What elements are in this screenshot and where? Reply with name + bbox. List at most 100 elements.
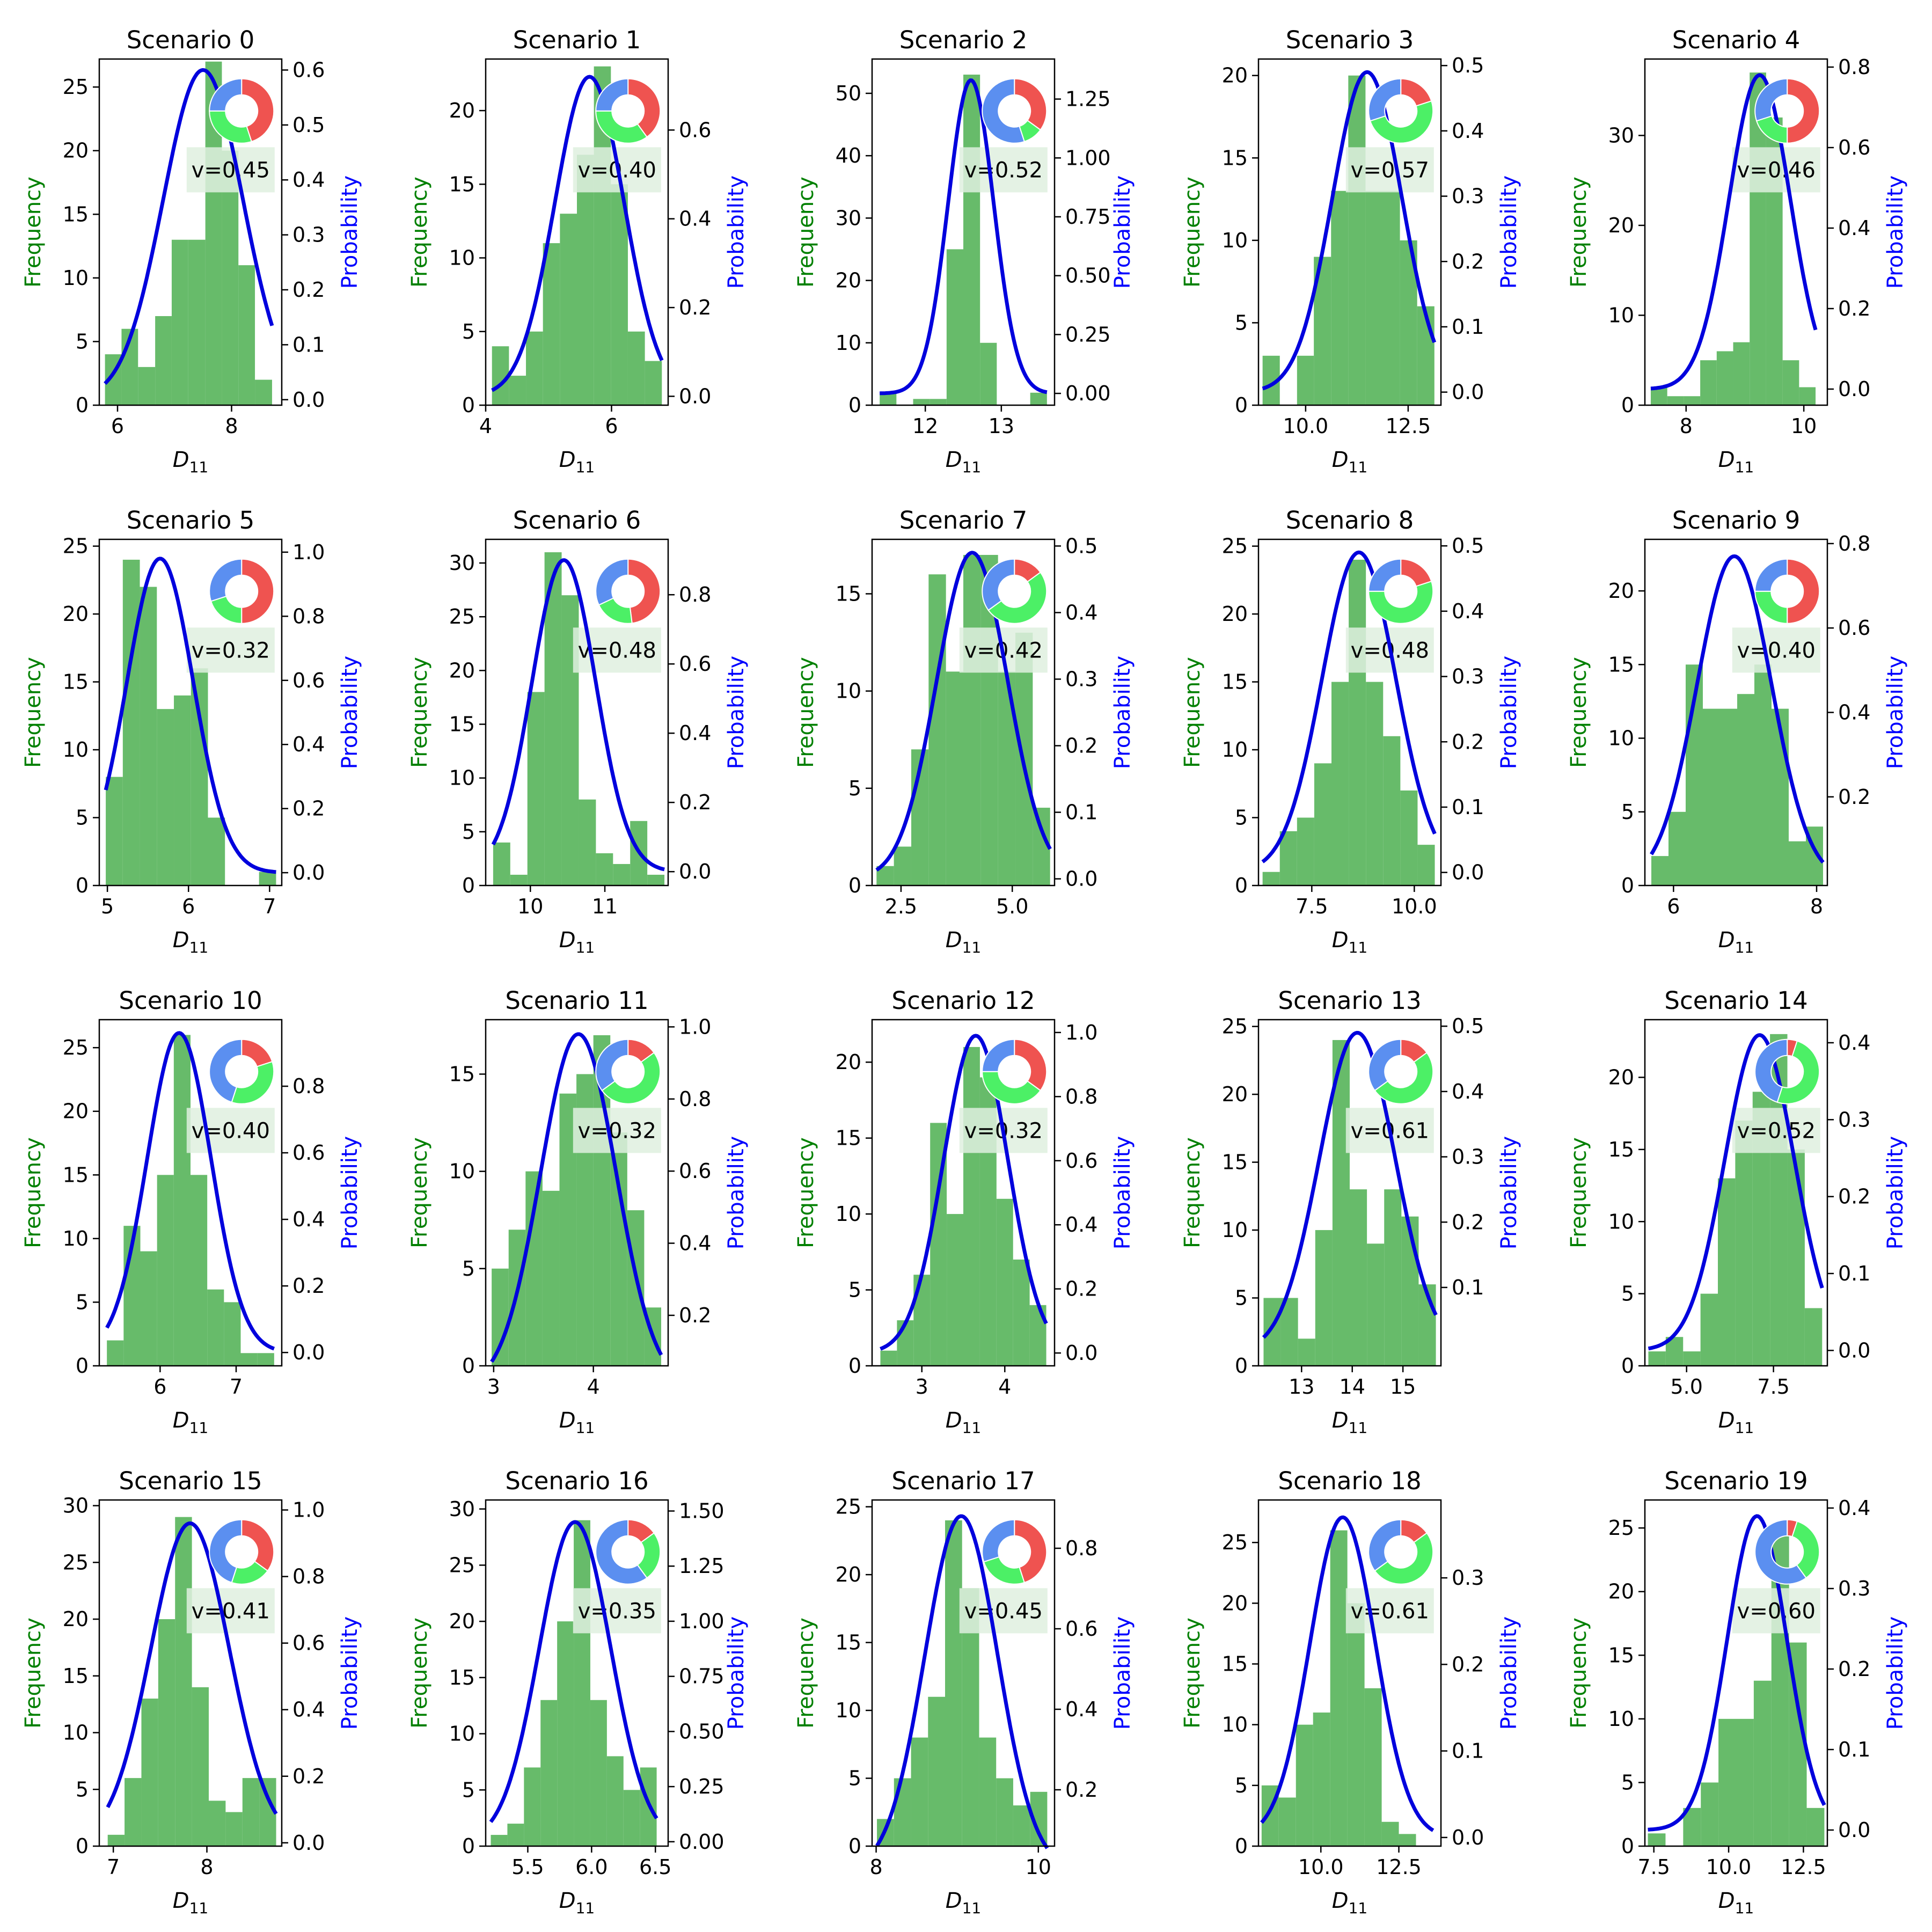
histogram-bar	[1278, 1797, 1296, 1846]
y-left-tick-label: 0	[1621, 1354, 1634, 1378]
y-left-tick-label: 30	[449, 1497, 475, 1521]
donut-slice	[1368, 78, 1402, 122]
histogram-bar	[140, 587, 157, 885]
y-left-tick-label: 20	[836, 1050, 861, 1074]
y-right-tick-label: 0.0	[1065, 867, 1097, 891]
y-left-tick-label: 5	[76, 1777, 89, 1801]
y-left-tick-label: 10	[63, 738, 89, 762]
y-right-tick-label: 0.8	[679, 583, 711, 606]
y-left-tick-label: 15	[449, 172, 475, 196]
y-left-tick-label: 0	[462, 1354, 475, 1378]
x-axis-label: D11	[173, 448, 208, 476]
histogram-bar	[1718, 1718, 1736, 1846]
histogram-bar	[894, 846, 911, 885]
histogram-bar	[1753, 1680, 1772, 1846]
annotation-label: v=0.46	[1737, 158, 1816, 182]
y-left-tick-label: 10	[449, 1722, 475, 1746]
y-left-tick-label: 0	[1235, 1834, 1248, 1858]
y-right-tick-label: 0.0	[1838, 1818, 1870, 1842]
y-right-tick-label: 0.5	[1065, 534, 1097, 558]
donut-slice	[982, 1519, 1015, 1563]
annotation-box	[1345, 1588, 1434, 1634]
histogram-bar	[1417, 845, 1435, 885]
donut-slice	[1791, 1520, 1820, 1579]
histogram-bar	[1347, 1603, 1365, 1846]
y-left-tick-label: 5	[1235, 806, 1248, 830]
annotation-box	[1345, 147, 1434, 193]
histogram-bar	[1651, 856, 1668, 885]
y-axis-label-right: Probability	[1110, 175, 1135, 289]
y-left-tick-label: 10	[1222, 1713, 1248, 1737]
histogram-bar	[1279, 831, 1297, 885]
histogram-bar	[945, 1520, 962, 1846]
y-axis-label-left: Frequency	[1567, 177, 1591, 288]
histogram-bar	[510, 874, 528, 885]
y-right-tick-label: 0.8	[1065, 1536, 1097, 1560]
x-axis-label: D11	[1332, 928, 1367, 956]
y-left-tick-label: 15	[1222, 670, 1248, 694]
histogram-bar	[579, 799, 596, 885]
y-left-tick-label: 5	[1235, 311, 1248, 334]
y-right-tick-label: 0.25	[1065, 323, 1111, 346]
annotation-label: v=0.45	[964, 1599, 1043, 1623]
subplot-scenario-18: v=0.61 10.0 12.5 0 5 10 15 20 25 0.0 0.1 0.2 0.3 Scen…	[1180, 1467, 1521, 1917]
histogram-bar	[590, 1700, 607, 1846]
y-left-tick-label: 0	[76, 1834, 89, 1858]
y-left-tick-label: 0	[1235, 1354, 1248, 1378]
y-right-tick-label: 0.6	[292, 1631, 325, 1655]
histogram-bar	[527, 692, 545, 885]
histogram-bar	[507, 1824, 524, 1846]
axes-frame	[871, 1499, 1056, 1847]
x-tick-label: 7.5	[1757, 1375, 1789, 1399]
y-axis-label-right: Probability	[724, 175, 749, 289]
x-axis-label-main: D	[1718, 928, 1735, 953]
donut-slice	[1368, 580, 1434, 624]
y-left-tick-label: 10	[1222, 229, 1248, 252]
y-left-tick-label: 5	[76, 330, 89, 353]
annotation-label: v=0.60	[1737, 1599, 1816, 1623]
y-left-tick-label: 15	[1222, 1151, 1248, 1174]
axes-frame	[98, 538, 283, 887]
donut-slice	[209, 110, 253, 144]
y-left-tick-label: 15	[449, 1062, 475, 1086]
histogram-bar	[542, 1190, 560, 1366]
axes-frame	[485, 538, 669, 887]
x-tick-label: 6.0	[575, 1855, 608, 1879]
x-axis-label-subscript: 11	[576, 1899, 595, 1917]
subplot-title: Scenario 1	[513, 26, 641, 54]
y-right-tick-label: 0.00	[679, 1830, 724, 1854]
subplot-title: Scenario 7	[899, 506, 1028, 535]
subplot-title: Scenario 9	[1672, 506, 1801, 535]
x-tick-label: 14	[1340, 1375, 1365, 1399]
x-tick-label: 10.0	[1298, 1855, 1344, 1879]
histogram-bar	[610, 1132, 627, 1366]
histogram-bar	[138, 367, 156, 405]
y-right-tick-label: 1.0	[292, 540, 325, 564]
histogram-bar	[192, 1687, 209, 1846]
subplot-scenario-2: v=0.52 12 13 0 10 20 30 40 50 0.00 0.25 0.50 0.75 1.0…	[794, 26, 1135, 476]
histogram-bar	[1330, 1530, 1348, 1846]
histogram-bar	[1718, 1178, 1736, 1366]
histogram-bar	[493, 842, 510, 885]
axes-frame	[1257, 1499, 1442, 1847]
x-tick-label: 13	[1289, 1375, 1314, 1399]
donut-slice	[1014, 78, 1048, 131]
y-left-tick-label: 5	[848, 777, 861, 800]
axes-frame	[98, 1499, 283, 1847]
y-right-tick-label: 0.2	[1065, 734, 1097, 758]
y-right-tick-label: 0.5	[1452, 1014, 1484, 1038]
donut-slice	[1754, 78, 1788, 122]
y-left-tick-label: 30	[1608, 123, 1634, 147]
y-left-tick-label: 30	[63, 1494, 89, 1518]
histogram-bar	[188, 239, 206, 405]
y-left-tick-label: 0	[462, 393, 475, 417]
probability-curve	[104, 557, 276, 874]
x-axis-label: D11	[1332, 1889, 1367, 1917]
histogram-bar	[913, 1275, 931, 1366]
y-right-tick-label: 0.6	[1065, 1617, 1097, 1641]
y-right-tick-label: 0.4	[679, 721, 711, 745]
histogram-bar	[1701, 1782, 1719, 1846]
y-right-tick-label: 0.2	[1838, 1185, 1870, 1209]
y-right-tick-label: 1.00	[1065, 146, 1111, 170]
y-left-tick-label: 15	[836, 582, 861, 605]
